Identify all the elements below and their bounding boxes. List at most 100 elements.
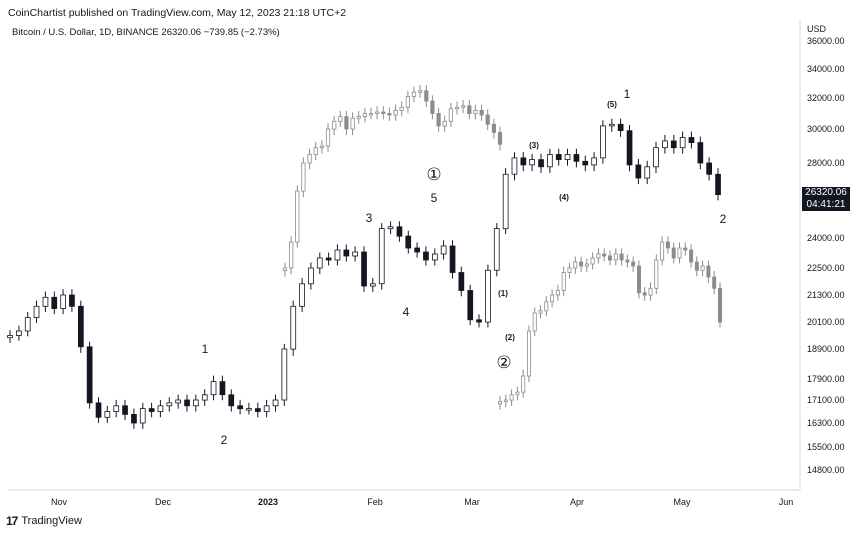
- fractal-2-candle: [613, 253, 618, 261]
- fractal-1-candle: [473, 110, 478, 114]
- main-candle: [396, 226, 403, 237]
- fractal-1-candle: [411, 91, 417, 97]
- tradingview-logo[interactable]: 17 TradingView: [6, 514, 82, 528]
- fractal-1-candle: [381, 111, 386, 114]
- main-candle: [42, 296, 49, 307]
- fractal-2-candle: [561, 272, 566, 291]
- fractal-1-candle: [289, 241, 294, 269]
- fractal-1-candle: [491, 123, 497, 133]
- main-candle: [706, 162, 713, 175]
- fractal-1-candle: [368, 113, 374, 116]
- main-candle: [485, 269, 491, 323]
- fractal-2-candle: [700, 265, 705, 271]
- main-candle: [210, 381, 217, 396]
- main-series: [7, 118, 721, 429]
- fractal-2-candle: [648, 287, 653, 296]
- y-tick-label: 36000.00: [807, 36, 845, 46]
- fractal-2-candle: [544, 301, 549, 312]
- y-tick-label: 17900.00: [807, 374, 845, 384]
- fractal-1-candle: [497, 131, 503, 145]
- main-candle: [564, 154, 571, 160]
- fractal-1-candle: [436, 113, 441, 127]
- fractal-1-candle: [319, 145, 325, 149]
- main-candle: [139, 408, 146, 424]
- wave-label: (1): [498, 289, 508, 298]
- fractal-2-candle: [689, 249, 694, 263]
- main-candle: [520, 157, 527, 166]
- wave-label: (3): [529, 141, 539, 150]
- main-candle: [254, 408, 261, 412]
- main-candle: [458, 272, 465, 291]
- main-candle: [237, 405, 243, 410]
- fractal-2-candle: [532, 312, 537, 332]
- y-axis-ticks: 36000.00 34000.00 32000.00 30000.00 28000.00…: [807, 36, 845, 475]
- main-candle: [201, 394, 208, 401]
- main-candle: [343, 249, 350, 257]
- fractal-2-candle: [712, 276, 717, 289]
- fractal-1-candle: [393, 110, 398, 116]
- fractal-1-candle: [418, 90, 423, 93]
- x-axis-ticks: Nov Dec 2023 Feb Mar Apr May Jun: [51, 497, 793, 507]
- y-tick-label: 32000.00: [807, 93, 845, 103]
- tradingview-logo-text: TradingView: [21, 515, 82, 527]
- main-candle: [423, 251, 429, 261]
- fractal-1-candle: [344, 116, 349, 130]
- main-candle: [272, 399, 279, 407]
- y-tick-label: 14800.00: [807, 465, 845, 475]
- wave-label: 1: [202, 342, 209, 356]
- main-candle: [582, 160, 589, 166]
- fractal-1-candle: [350, 117, 355, 130]
- fractal-1-candle: [325, 128, 331, 147]
- fractal-1-candle: [405, 96, 411, 108]
- main-candle: [644, 166, 651, 179]
- y-tick-label: 28000.00: [807, 158, 845, 168]
- x-tick-label: May: [673, 497, 691, 507]
- main-candle: [51, 296, 58, 309]
- main-candle: [184, 399, 190, 407]
- main-candle: [15, 330, 22, 336]
- main-candle: [405, 235, 412, 249]
- fractal-1-candle: [295, 190, 300, 243]
- main-candle: [502, 173, 509, 230]
- fractal-2-candle: [515, 391, 520, 396]
- x-tick-label: Feb: [367, 497, 383, 507]
- fractal-1-candle: [461, 105, 466, 108]
- y-tick-label: 18900.00: [807, 344, 845, 354]
- y-tick-label: 20100.00: [807, 317, 845, 327]
- main-candle: [555, 154, 562, 160]
- fractal-1-candle: [332, 120, 337, 130]
- fractal-1-candle: [399, 106, 404, 111]
- main-candle: [378, 228, 385, 285]
- tradingview-logo-icon: 17: [6, 514, 18, 528]
- fractal-2-candle: [706, 265, 711, 278]
- fractal-2-candle: [654, 259, 659, 289]
- wave-label: (4): [559, 193, 569, 202]
- wave-label: (5): [607, 100, 617, 109]
- fractal-1-candle: [430, 100, 435, 114]
- fractal-2-candle: [665, 241, 670, 249]
- fractal-2-candle: [590, 257, 595, 265]
- y-tick-label: 17100.00: [807, 395, 845, 405]
- main-candle: [325, 257, 332, 261]
- fractal-1-series: [282, 85, 503, 277]
- fractal-2-candle: [538, 310, 543, 314]
- wave-label: 2: [221, 433, 228, 447]
- main-candle: [192, 399, 199, 407]
- main-candle: [467, 290, 474, 321]
- fractal-2-candle: [631, 261, 636, 267]
- fractal-2-candle: [555, 290, 560, 296]
- y-tick-label: 21300.00: [807, 290, 845, 300]
- fractal-1-candle: [338, 116, 343, 122]
- main-candle: [104, 411, 111, 418]
- main-candle: [440, 245, 447, 255]
- main-candle: [662, 140, 668, 149]
- x-tick-label: Jun: [779, 497, 794, 507]
- main-candle: [617, 123, 624, 132]
- fractal-2-candle: [579, 261, 584, 267]
- main-candle: [679, 137, 686, 149]
- main-candle: [591, 157, 598, 166]
- fractal-2-label: ②: [496, 353, 511, 373]
- wave-label: 5: [431, 191, 438, 205]
- x-tick-label: Mar: [464, 497, 480, 507]
- fractal-2-candle: [596, 253, 601, 259]
